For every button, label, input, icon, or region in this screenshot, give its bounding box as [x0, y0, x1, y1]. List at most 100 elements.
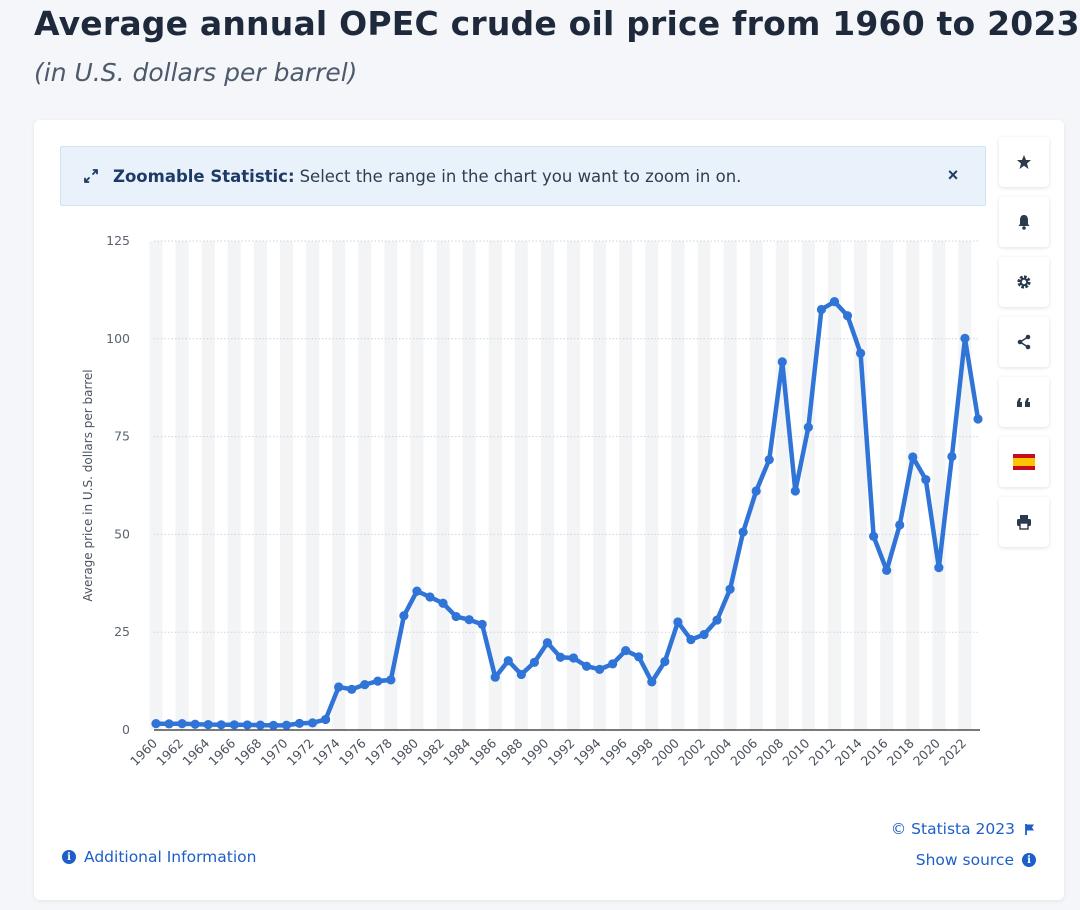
- data-point: [947, 451, 957, 462]
- data-point: [712, 615, 722, 625]
- data-point: [738, 527, 748, 537]
- year-band: [827, 241, 841, 730]
- print-icon: [1017, 515, 1031, 530]
- additional-information-label: Additional Information: [84, 848, 257, 866]
- data-point: [581, 661, 592, 671]
- x-tick-label: 2020: [910, 735, 943, 768]
- data-point: [294, 718, 305, 728]
- source-info-icon: i: [1022, 853, 1036, 867]
- line-chart[interactable]: 0255075100125196019621964196619681970197…: [34, 120, 1064, 820]
- data-point: [895, 520, 905, 530]
- data-point: [869, 531, 879, 541]
- data-point: [882, 565, 892, 575]
- data-point: [634, 652, 644, 662]
- x-tick-label: 1974: [310, 735, 343, 768]
- x-tick-label: 2000: [649, 735, 682, 768]
- x-tick-label: 1970: [257, 735, 290, 768]
- x-tick-label: 1994: [571, 735, 604, 768]
- star-icon: [1017, 155, 1031, 169]
- data-point: [686, 635, 696, 645]
- chart-toolbar: [999, 137, 1049, 557]
- data-point: [621, 645, 631, 656]
- data-point: [555, 652, 566, 662]
- data-point: [660, 656, 670, 667]
- x-tick-label: 1988: [492, 735, 525, 768]
- data-point: [725, 584, 735, 594]
- x-tick-label: 1972: [284, 736, 317, 769]
- data-point: [542, 638, 553, 648]
- zoom-banner: Zoomable Statistic: Select the range in …: [60, 146, 986, 206]
- x-tick-label: 1990: [518, 735, 551, 768]
- share-button[interactable]: [999, 317, 1049, 367]
- x-tick-label: 1978: [362, 735, 395, 768]
- data-point: [347, 684, 357, 694]
- data-point: [268, 720, 279, 730]
- print-button[interactable]: [999, 497, 1049, 547]
- data-point: [177, 719, 187, 729]
- copyright-link[interactable]: © Statista 2023: [891, 820, 1036, 838]
- data-point: [699, 629, 709, 640]
- data-point: [151, 719, 161, 729]
- show-source-label: Show source: [915, 851, 1014, 869]
- x-tick-label: 1984: [440, 735, 473, 768]
- year-band: [253, 241, 267, 730]
- series-line: [153, 299, 981, 728]
- x-tick-label: 1982: [414, 736, 447, 769]
- bell-icon: [1018, 215, 1030, 230]
- year-band: [384, 241, 398, 730]
- year-band: [175, 241, 189, 730]
- year-band: [854, 241, 868, 730]
- x-tick-label: 2018: [884, 735, 917, 768]
- year-band: [306, 241, 320, 730]
- data-point: [803, 422, 813, 432]
- x-tick-label: 1998: [623, 735, 656, 768]
- year-band: [645, 241, 659, 730]
- year-band: [671, 241, 685, 730]
- data-point: [764, 455, 774, 465]
- year-band: [958, 241, 972, 730]
- favorite-button[interactable]: [999, 137, 1049, 187]
- info-icon: i: [62, 850, 76, 864]
- year-band: [488, 241, 502, 730]
- settings-button[interactable]: [999, 257, 1049, 307]
- banner-close-button[interactable]: ×: [947, 164, 959, 185]
- year-band: [593, 241, 607, 730]
- additional-information-link[interactable]: i Additional Information: [62, 848, 256, 866]
- data-point: [568, 653, 579, 663]
- data-point: [647, 677, 657, 687]
- data-point: [777, 357, 787, 367]
- quote-icon: [1017, 398, 1030, 407]
- cite-button[interactable]: [999, 377, 1049, 427]
- x-tick-label: 2022: [936, 736, 969, 769]
- x-tick-label: 1996: [597, 735, 630, 768]
- data-point: [412, 586, 422, 596]
- year-band: [723, 241, 737, 730]
- copyright-label: © Statista 2023: [890, 820, 1015, 838]
- data-point: [595, 664, 605, 674]
- year-band: [436, 241, 450, 730]
- data-point: [334, 682, 344, 692]
- language-button[interactable]: [999, 437, 1049, 487]
- y-tick-label: 25: [114, 624, 130, 639]
- year-band: [567, 241, 581, 730]
- data-point: [790, 486, 800, 496]
- show-source-link[interactable]: Show source i: [916, 851, 1036, 869]
- year-band: [227, 241, 241, 730]
- x-tick-label: 1964: [179, 735, 212, 768]
- x-tick-label: 1980: [388, 735, 421, 768]
- x-tick-label: 2004: [701, 735, 734, 768]
- x-tick-label: 2010: [779, 735, 812, 768]
- data-point: [842, 311, 853, 321]
- page-title: Average annual OPEC crude oil price from…: [34, 4, 1080, 43]
- x-tick-label: 1962: [153, 736, 186, 769]
- data-point: [360, 680, 370, 690]
- x-tick-label: 1960: [127, 735, 160, 768]
- data-point: [386, 675, 396, 685]
- banner-label: Zoomable Statistic:: [113, 166, 295, 186]
- notification-button[interactable]: [999, 197, 1049, 247]
- data-point: [281, 720, 292, 730]
- gear-icon: [1017, 275, 1031, 289]
- x-tick-label: 1976: [336, 735, 369, 768]
- data-point: [203, 719, 213, 730]
- y-tick-label: 75: [114, 429, 130, 444]
